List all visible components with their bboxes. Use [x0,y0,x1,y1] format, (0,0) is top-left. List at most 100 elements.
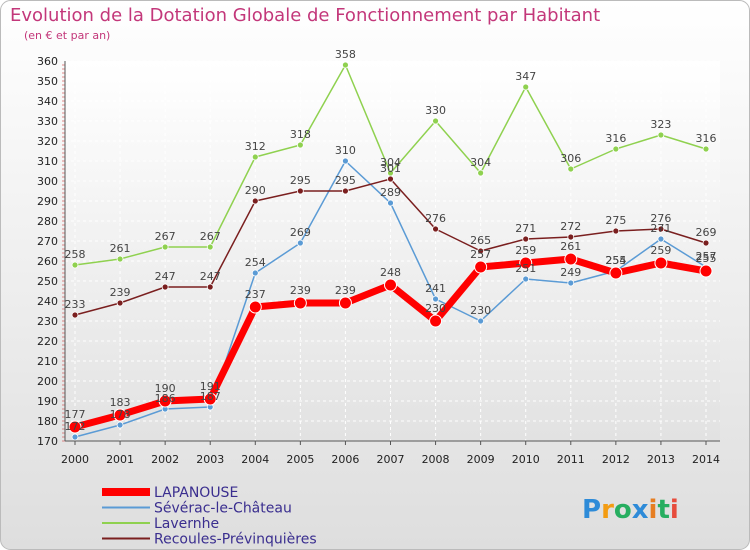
data-label: 183 [110,396,131,409]
y-tick-label: 310 [37,155,58,168]
x-tick-label: 2008 [422,453,450,466]
data-point [567,233,575,241]
x-tick-label: 2013 [647,453,675,466]
x-tick-label: 2001 [106,453,134,466]
y-tick-label: 330 [37,115,58,128]
data-point [564,252,578,266]
data-point [116,299,124,307]
data-point [387,175,394,183]
data-label: 249 [560,266,581,279]
data-label: 233 [65,298,86,311]
data-point [657,225,665,233]
legend-label: Lavernhe [154,516,219,532]
data-label: 230 [470,304,491,317]
data-point [251,197,259,205]
y-tick-label: 280 [37,215,58,228]
data-label: 251 [515,262,536,275]
data-point [384,278,397,292]
y-tick-label: 260 [37,255,58,268]
data-point [251,153,259,161]
chart-title: Evolution de la Dotation Globale de Fonc… [10,5,600,26]
y-tick-label: 270 [37,235,58,248]
data-point [248,300,262,314]
data-label: 241 [425,282,446,295]
data-label: 261 [560,240,581,253]
data-point [657,235,665,243]
data-label: 257 [470,248,491,261]
axes: 170 180 190 200 210 220 230 240 250 260 270 280 290 3… [37,55,720,466]
legend-label: Sévérac-le-Château [154,501,292,517]
data-label: 272 [560,220,581,233]
legend-label: LAPANOUSE [154,485,238,501]
data-point [113,408,127,422]
data-label: 269 [696,226,717,239]
series-2 [71,175,710,319]
data-label: 289 [380,186,401,199]
data-point [477,247,485,255]
y-tick-label: 180 [37,415,58,428]
y-tick-label: 170 [37,435,58,448]
data-label: 186 [155,392,176,405]
data-label: 259 [515,244,536,257]
data-point [71,311,79,319]
data-label: 301 [380,162,401,175]
data-point [203,392,217,406]
data-label: 323 [650,118,671,131]
data-point [522,83,530,91]
y-tick-label: 200 [37,375,58,388]
data-label: 255 [605,254,626,267]
y-tick-label: 240 [37,295,58,308]
data-point [71,433,79,441]
data-label: 237 [245,288,266,301]
data-label: 177 [65,408,86,421]
data-label: 254 [245,256,266,269]
data-label: 187 [200,390,221,403]
series-1 [71,61,710,269]
x-tick-label: 2009 [467,453,495,466]
data-label: 258 [65,248,86,261]
data-point [522,235,530,243]
legend-label: Recoules-Prévinquières [154,532,317,548]
data-point [429,314,443,328]
data-point [609,266,623,280]
chart-subtitle: (en € et par an) [24,29,110,42]
data-label: 257 [696,250,717,263]
data-point [702,239,710,247]
data-point [522,275,530,283]
x-tick-label: 2012 [602,453,630,466]
x-tick-label: 2005 [286,453,314,466]
data-point [432,225,439,233]
y-tick-label: 190 [37,395,58,408]
data-label: 255 [696,252,717,265]
data-label: 304 [470,156,491,169]
data-point [612,145,620,153]
data-point [342,187,349,195]
x-tick-label: 2010 [512,453,540,466]
x-tick-label: 2011 [557,453,585,466]
y-tick-label: 220 [37,335,58,348]
data-label: 306 [560,152,581,165]
data-point [161,243,169,251]
data-label: 275 [605,214,626,227]
data-label: 310 [335,144,356,157]
x-tick-label: 2006 [331,453,359,466]
data-point [387,199,394,207]
data-point [477,317,485,325]
data-label: 295 [290,174,311,187]
y-tick-label: 250 [37,275,58,288]
data-label: 239 [290,284,311,297]
data-point [296,187,304,195]
data-point [158,394,172,408]
data-point [432,117,439,125]
data-point [251,269,259,277]
data-label: 265 [470,234,491,247]
data-point [519,256,533,270]
x-tick-label: 2003 [196,453,224,466]
data-label: 316 [696,132,717,145]
data-label: 330 [425,104,446,117]
x-tick-label: 2002 [151,453,179,466]
data-label: 290 [245,184,266,197]
data-point [477,169,485,177]
data-label: 271 [515,222,536,235]
